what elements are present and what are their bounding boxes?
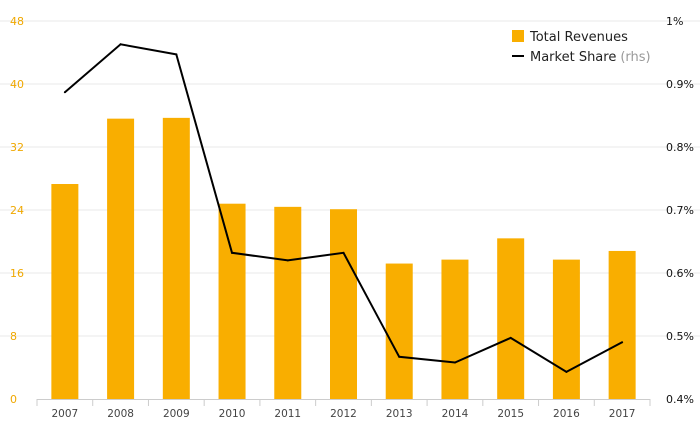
bar-total-revenues	[385, 263, 413, 399]
market-share-point	[509, 336, 512, 339]
bar-total-revenues	[497, 238, 525, 399]
x-tick-label: 2017	[609, 408, 636, 420]
y-left-tick-label: 48	[10, 15, 24, 28]
legend: Total Revenues Market Share (rhs)	[512, 30, 651, 65]
y-left-tick-label: 8	[10, 330, 17, 343]
y-right-tick-label: 0.7%	[666, 204, 694, 217]
legend-label-market-share: Market Share (rhs)	[530, 50, 651, 65]
market-share-point	[453, 361, 456, 364]
x-tick-label: 2010	[219, 408, 246, 420]
x-tick-label: 2012	[330, 408, 357, 420]
legend-label-market-share-name: Market Share	[530, 50, 616, 65]
bar-total-revenues	[330, 209, 357, 399]
axes: 0 8 16 24 32 40 48 0.4% 0.5% 0.6% 0.7% 0.8% 0.9% 1% 20…	[10, 15, 694, 420]
bar-total-revenues	[218, 203, 246, 399]
x-tick-label: 2015	[497, 408, 524, 420]
x-tick-label: 2014	[442, 408, 469, 420]
market-share-point	[231, 251, 234, 254]
x-tick-label: 2011	[274, 408, 301, 420]
bar-total-revenues	[107, 118, 135, 400]
legend-label-total-revenues: Total Revenues	[529, 30, 628, 45]
y-left-tick-label: 32	[10, 141, 24, 154]
y-right-tick-label: 0.4%	[666, 393, 694, 406]
bar-total-revenues	[441, 259, 469, 399]
market-share-point	[398, 355, 401, 358]
x-tick-label: 2016	[553, 408, 580, 420]
y-left-tick-label: 0	[10, 393, 17, 406]
legend-label-market-share-suffix: (rhs)	[620, 50, 650, 65]
y-left-tick-label: 24	[10, 204, 24, 217]
y-left-tick-label: 16	[10, 267, 24, 280]
market-share-point	[342, 251, 345, 254]
market-share-point	[175, 53, 178, 56]
bar-total-revenues	[552, 259, 580, 399]
bars	[51, 117, 636, 400]
market-share-point	[63, 91, 66, 94]
x-tick-label: 2013	[386, 408, 413, 420]
market-share-point	[119, 43, 122, 46]
y-right-tick-label: 0.5%	[666, 330, 694, 343]
bar-total-revenues	[162, 117, 190, 400]
market-share-point	[565, 370, 568, 373]
x-tick-label: 2008	[107, 408, 134, 420]
y-right-tick-label: 0.8%	[666, 141, 694, 154]
bar-total-revenues	[274, 206, 302, 399]
legend-swatch-total-revenues	[512, 30, 524, 42]
bar-total-revenues	[608, 250, 636, 399]
y-left-tick-label: 40	[10, 78, 24, 91]
y-right-tick-label: 0.6%	[666, 267, 694, 280]
market-share-point	[286, 259, 289, 262]
x-tick-label: 2007	[51, 408, 78, 420]
y-right-tick-label: 1%	[666, 15, 683, 28]
y-right-tick-label: 0.9%	[666, 78, 694, 91]
market-share-line-group	[63, 43, 624, 374]
x-tick-label: 2009	[163, 408, 190, 420]
bar-total-revenues	[51, 184, 79, 399]
market-share-point	[621, 341, 624, 344]
